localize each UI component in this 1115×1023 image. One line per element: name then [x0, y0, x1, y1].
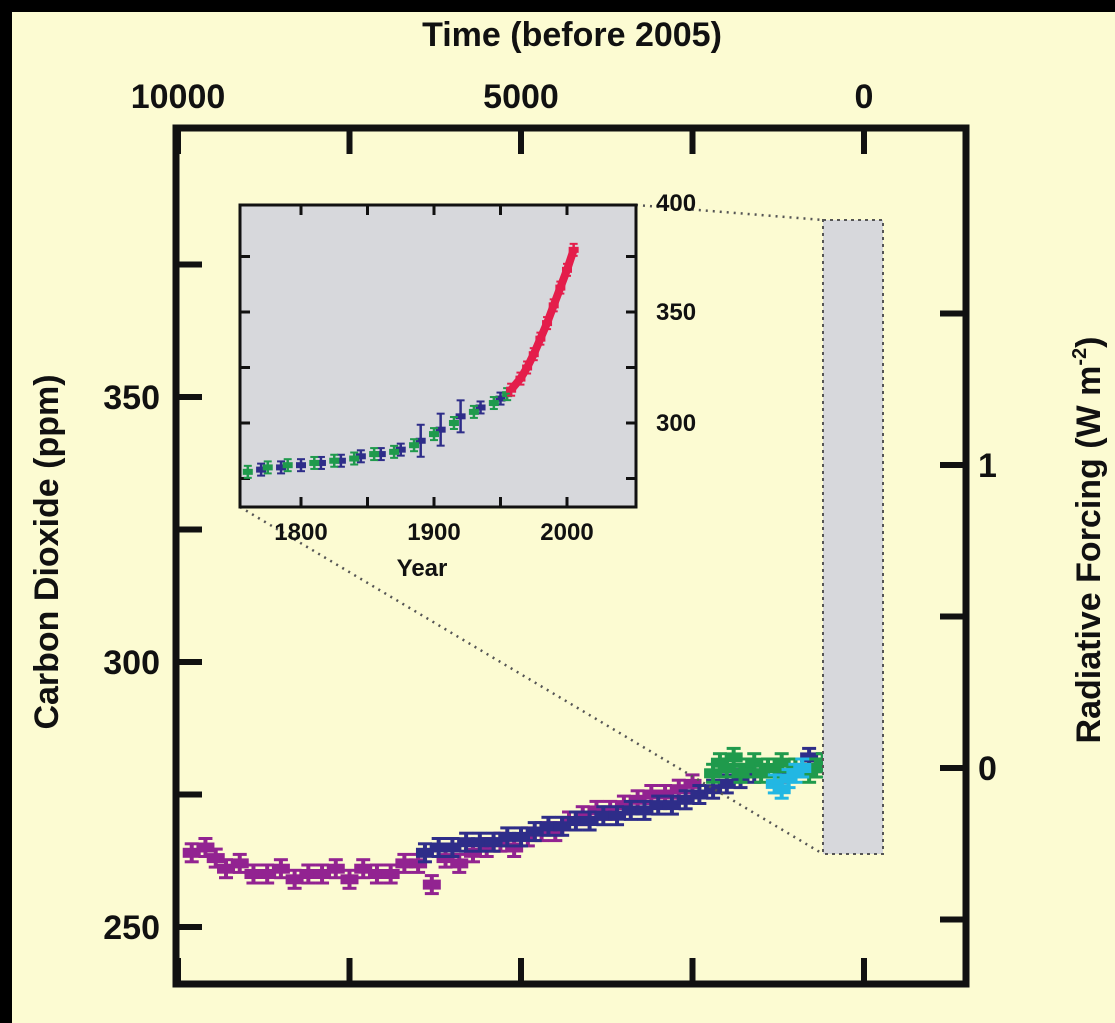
- inset-data-point: [488, 396, 499, 411]
- inset-data-point: [256, 462, 267, 477]
- inset-data-point: [429, 427, 439, 442]
- inset-data-point: [389, 444, 400, 459]
- inset-y-tick-label: 300: [656, 410, 696, 437]
- data-point: [395, 852, 414, 874]
- data-point: [326, 858, 345, 880]
- data-point: [313, 863, 332, 885]
- data-point: [608, 805, 627, 827]
- left-axis-title: Carbon Dioxide (ppm): [28, 374, 66, 729]
- data-point: [367, 863, 386, 885]
- data-point: [649, 794, 668, 816]
- data-point: [690, 784, 709, 805]
- inset-x-tick-label: 1900: [407, 519, 460, 546]
- main-axis-ticks: 10000 5000 0 250 300 350 0 1: [103, 78, 997, 984]
- data-point: [580, 810, 599, 832]
- top-border: [0, 0, 1115, 12]
- inset-data-point: [276, 460, 287, 475]
- data-point: [484, 831, 503, 853]
- inset-data-point: [296, 458, 306, 473]
- inset-data-point: [448, 416, 459, 430]
- data-point: [217, 858, 236, 880]
- data-point: [244, 863, 263, 885]
- zoom-connector-bottom: [239, 505, 824, 856]
- data-point: [340, 868, 359, 890]
- data-point: [594, 805, 613, 827]
- inset-data-point: [409, 438, 420, 453]
- inset-x-axis-title: Year: [397, 555, 448, 582]
- data-point: [381, 863, 400, 885]
- main-plot-frame: [172, 124, 970, 988]
- inset-data-point: [455, 399, 466, 434]
- inset-data-point: [282, 458, 293, 473]
- inset-data-point: [435, 412, 446, 447]
- data-point: [230, 852, 249, 874]
- right-y-tick-label: 1: [978, 447, 997, 485]
- data-point: [621, 799, 640, 821]
- data-point: [196, 837, 215, 858]
- inset-axis-ticks: 1800 1900 2000 300 350 400: [240, 190, 696, 546]
- inset-y-tick-label: 350: [656, 299, 696, 326]
- inset-data-point: [395, 442, 406, 457]
- data-point: [258, 863, 277, 885]
- data-point: [271, 858, 290, 880]
- data-point: [429, 837, 448, 858]
- inset-data-point: [262, 460, 273, 475]
- left-y-tick-label: 300: [103, 644, 160, 682]
- data-point: [793, 757, 812, 779]
- right-axis-title: Radiative Forcing (W m-2): [1069, 337, 1108, 744]
- top-x-tick-label: 10000: [131, 78, 226, 116]
- inset-data-point: [242, 464, 253, 479]
- inset-data-point: [329, 453, 340, 468]
- top-x-tick-label: 0: [855, 78, 874, 116]
- zoom-box: [822, 219, 884, 855]
- inset-data-point: [369, 447, 380, 462]
- inset-data-point: [355, 449, 366, 464]
- right-y-tick-label: 0: [978, 750, 997, 788]
- left-y-tick-label: 350: [103, 379, 160, 417]
- data-point: [539, 815, 558, 837]
- inset-modern-series-line: [508, 248, 578, 393]
- data-point: [676, 789, 695, 811]
- inset-data-point: [415, 423, 426, 458]
- data-point: [498, 826, 517, 848]
- top-x-tick-label: 5000: [483, 78, 559, 116]
- data-point: [525, 821, 544, 843]
- inset-data-point: [349, 451, 360, 466]
- inset-data-point: [468, 404, 479, 419]
- data-point: [635, 799, 654, 821]
- inset-plot-area: [242, 242, 579, 479]
- data-point: [354, 858, 373, 880]
- top-axis-title: Time (before 2005): [422, 16, 722, 54]
- data-point: [470, 831, 489, 853]
- data-point: [512, 826, 530, 848]
- inset-x-tick-label: 2000: [540, 519, 593, 546]
- inset-data-point: [309, 455, 320, 470]
- data-point: [299, 863, 318, 885]
- data-point: [662, 794, 681, 816]
- data-point: [457, 831, 476, 853]
- zoom-highlight: [239, 203, 884, 856]
- data-point: [566, 810, 585, 832]
- data-point: [422, 874, 441, 896]
- inset-y-tick-label: 400: [656, 190, 696, 217]
- data-point: [182, 842, 201, 864]
- data-point: [285, 868, 304, 890]
- inset-x-tick-label: 1800: [274, 519, 327, 546]
- left-border: [0, 0, 12, 1023]
- data-point: [415, 842, 434, 864]
- left-y-tick-label: 250: [103, 909, 160, 947]
- data-point: [443, 837, 462, 858]
- data-point: [553, 815, 572, 837]
